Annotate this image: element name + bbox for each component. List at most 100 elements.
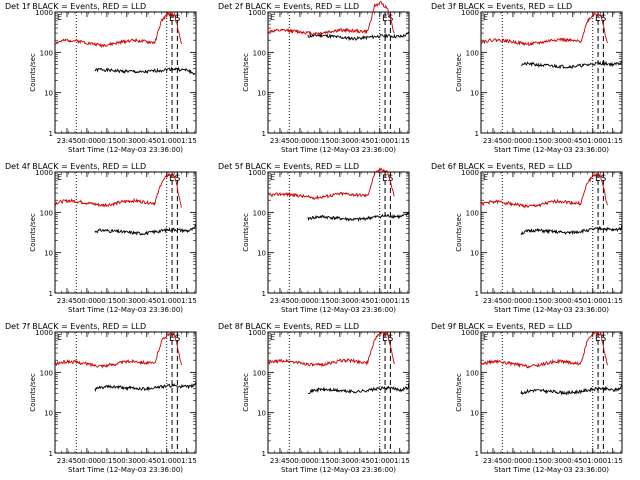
series-lld (480, 172, 608, 209)
x-tick-label: 00:15 (523, 457, 543, 465)
y-tick-label: 1000 (248, 169, 266, 177)
x-tick-label: 00:00 (290, 457, 310, 465)
series-events (307, 381, 410, 395)
y-tick-label: 1000 (248, 9, 266, 17)
panel-corner-mark: E (483, 173, 488, 182)
panel-corner-mark: E (270, 173, 275, 182)
y-tick-label: 1000 (461, 9, 479, 17)
panel-title: Det 3f BLACK = Events, RED = LLD (431, 2, 572, 11)
x-tick-label: 01:00 (157, 457, 177, 465)
panel-title: Det 4f BLACK = Events, RED = LLD (5, 162, 146, 171)
x-tick-label: 01:15 (177, 137, 197, 145)
x-axis-label: Start Time (12-May-03 23:36:00) (494, 306, 609, 314)
panel-title: Det 1f BLACK = Events, RED = LLD (5, 2, 146, 11)
flag-label: ES (382, 174, 394, 184)
x-tick-label: 01:15 (390, 457, 410, 465)
y-axis-label: Counts/sec (29, 53, 37, 92)
x-tick-label: 01:00 (370, 457, 390, 465)
series-events (520, 384, 623, 396)
y-tick-label: 10 (470, 90, 479, 98)
panel-title: Det 6f BLACK = Events, RED = LLD (431, 162, 572, 171)
series-lld (54, 11, 182, 49)
panel-4: Det 4f BLACK = Events, RED = LLD 1 10 100 10… (5, 162, 197, 314)
panel-corner-mark: E (57, 333, 62, 342)
x-tick-label: 00:00 (503, 457, 523, 465)
y-axis-label: Counts/sec (242, 373, 250, 412)
panel-8: Det 8f BLACK = Events, RED = LLD 1 10 100 10… (218, 322, 410, 474)
panel-1: Det 1f BLACK = Events, RED = LLD 1 10 100 10… (5, 2, 197, 154)
x-tick-label: 00:45 (137, 137, 157, 145)
flag-label: ES (595, 334, 607, 344)
x-tick-label: 00:45 (350, 137, 370, 145)
y-tick-label: 1000 (461, 329, 479, 337)
series-lld (267, 1, 395, 37)
x-tick-label: 00:00 (77, 137, 97, 145)
x-tick-label: 01:00 (370, 297, 390, 305)
x-tick-label: 00:15 (523, 297, 543, 305)
y-tick-label: 1 (49, 290, 53, 298)
x-tick-label: 01:15 (177, 457, 197, 465)
y-tick-label: 10 (44, 90, 53, 98)
y-tick-label: 100 (466, 369, 479, 377)
x-axis-label: Start Time (12-May-03 23:36:00) (281, 146, 396, 154)
panel-title: Det 5f BLACK = Events, RED = LLD (218, 162, 359, 171)
y-tick-label: 100 (253, 209, 266, 217)
y-axis-label: Counts/sec (455, 373, 463, 412)
flag-label: ES (382, 14, 394, 24)
y-tick-label: 10 (470, 250, 479, 258)
x-tick-label: 23:45 (270, 457, 290, 465)
x-tick-label: 00:30 (330, 137, 350, 145)
x-tick-label: 00:15 (310, 457, 330, 465)
y-tick-label: 1 (262, 290, 266, 298)
y-tick-label: 100 (40, 49, 53, 57)
x-tick-label: 00:30 (117, 137, 137, 145)
y-tick-label: 100 (466, 49, 479, 57)
panel-title: Det 8f BLACK = Events, RED = LLD (218, 322, 359, 331)
x-tick-label: 00:15 (97, 297, 117, 305)
series-lld (54, 173, 182, 208)
x-tick-label: 00:45 (137, 457, 157, 465)
x-tick-label: 00:45 (563, 457, 583, 465)
x-tick-label: 00:30 (330, 297, 350, 305)
y-axis-label: Counts/sec (455, 213, 463, 252)
x-tick-label: 00:15 (523, 137, 543, 145)
panel-corner-mark: E (270, 333, 275, 342)
series-events (94, 66, 195, 76)
x-tick-label: 00:30 (330, 457, 350, 465)
x-tick-label: 00:45 (563, 297, 583, 305)
y-tick-label: 10 (470, 410, 479, 418)
y-tick-label: 1 (262, 130, 266, 138)
flag-label: ES (169, 14, 181, 24)
y-tick-label: 1 (475, 450, 479, 458)
x-tick-label: 01:15 (390, 137, 410, 145)
x-tick-label: 00:15 (310, 137, 330, 145)
panel-title: Det 9f BLACK = Events, RED = LLD (431, 322, 572, 331)
x-tick-label: 01:15 (603, 457, 623, 465)
x-tick-label: 23:45 (270, 137, 290, 145)
x-tick-label: 23:45 (483, 297, 503, 305)
plot-frame (54, 11, 197, 134)
y-tick-label: 10 (44, 250, 53, 258)
series-events (307, 31, 410, 42)
y-tick-label: 1000 (35, 169, 53, 177)
x-tick-label: 00:30 (543, 297, 563, 305)
x-tick-label: 01:15 (603, 297, 623, 305)
x-tick-label: 00:45 (350, 457, 370, 465)
flag-label: ES (169, 334, 181, 344)
x-tick-label: 00:15 (310, 297, 330, 305)
x-tick-label: 00:15 (97, 457, 117, 465)
x-tick-label: 00:00 (77, 297, 97, 305)
x-axis-label: Start Time (12-May-03 23:36:00) (281, 466, 396, 474)
y-tick-label: 1000 (35, 9, 53, 17)
plot-frame (480, 331, 623, 454)
y-tick-label: 100 (466, 209, 479, 217)
panel-7: Det 7f BLACK = Events, RED = LLD 1 10 100 10… (5, 322, 197, 474)
plot-frame (54, 171, 197, 294)
panel-6: Det 6f BLACK = Events, RED = LLD 1 10 100 10… (431, 162, 623, 314)
series-events (520, 223, 623, 236)
y-tick-label: 10 (257, 410, 266, 418)
x-tick-label: 23:45 (483, 457, 503, 465)
panel-3: Det 3f BLACK = Events, RED = LLD 1 10 100 10… (431, 2, 623, 154)
x-axis-label: Start Time (12-May-03 23:36:00) (281, 306, 396, 314)
series-events (94, 224, 197, 236)
